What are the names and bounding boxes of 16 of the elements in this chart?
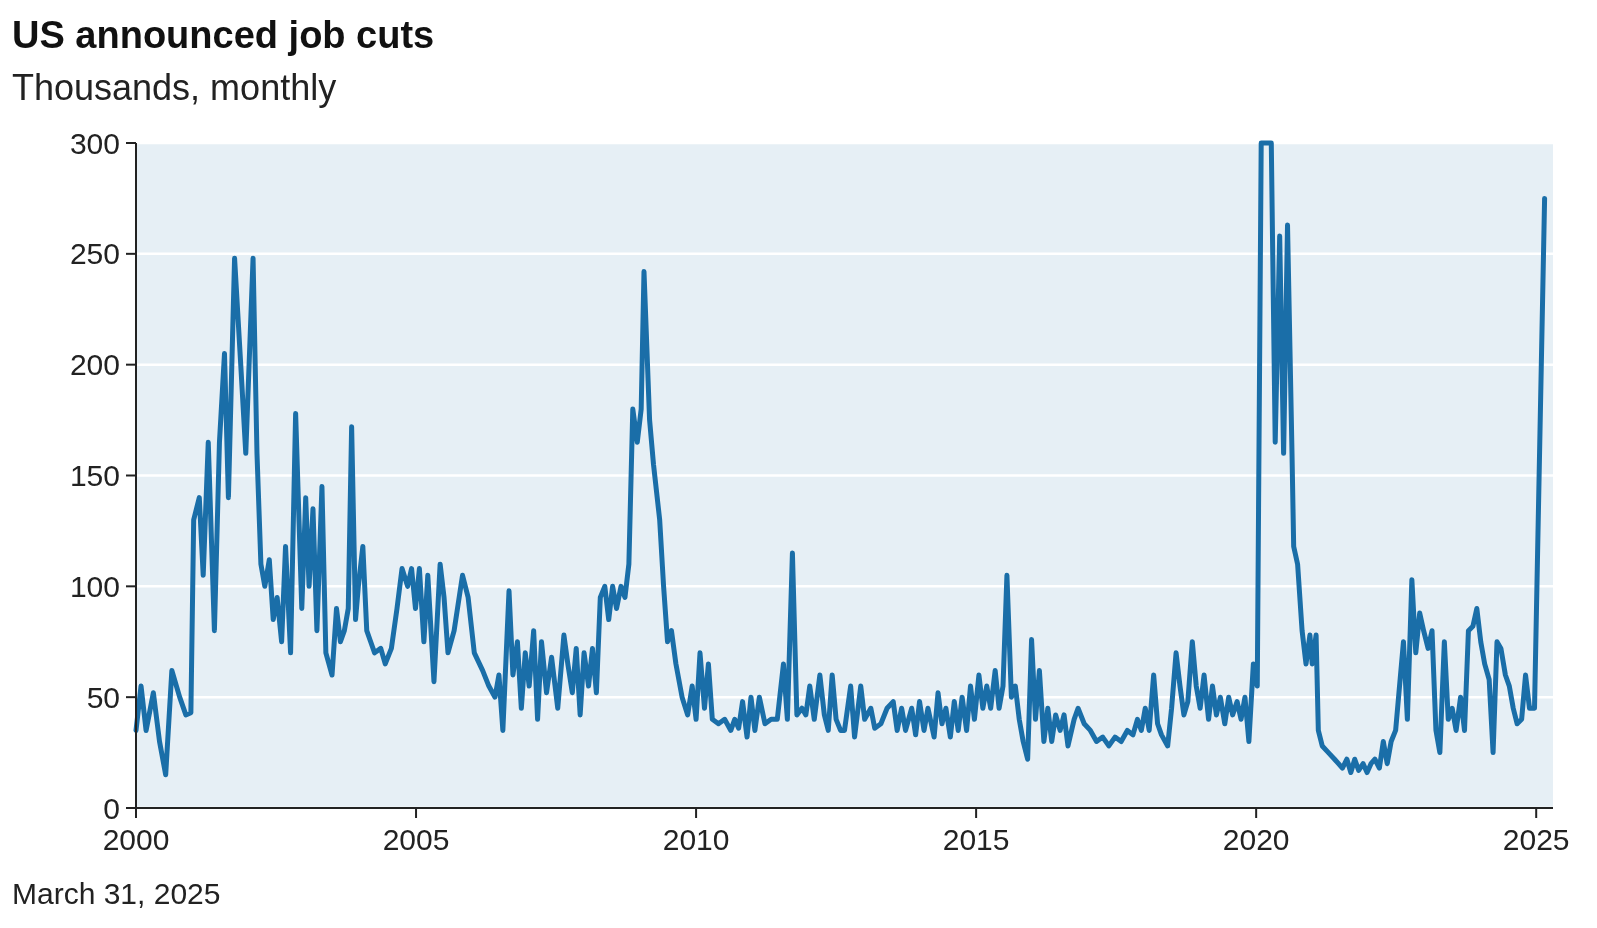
x-tick-label: 2000 [102, 823, 170, 856]
chart-subtitle: Thousands, monthly [12, 67, 337, 108]
x-tick-label: 2010 [662, 823, 730, 856]
y-tick-label: 300 [69, 126, 120, 160]
y-tick-label: 250 [69, 237, 120, 271]
y-tick-label: 100 [69, 569, 120, 603]
y-tick-label: 150 [69, 459, 120, 492]
y-tick-label: 200 [69, 348, 120, 382]
y-tick-label: 50 [86, 680, 120, 714]
x-tick-label: 2025 [1502, 823, 1570, 856]
x-tick-label: 2020 [1222, 823, 1290, 856]
chart-title: US announced job cuts [12, 14, 435, 56]
y-tick-label: 0 [103, 791, 120, 825]
text: March 31, 2025 [12, 877, 221, 910]
x-tick-label: 2015 [942, 823, 1010, 856]
x-tick-label: 2005 [382, 823, 450, 856]
